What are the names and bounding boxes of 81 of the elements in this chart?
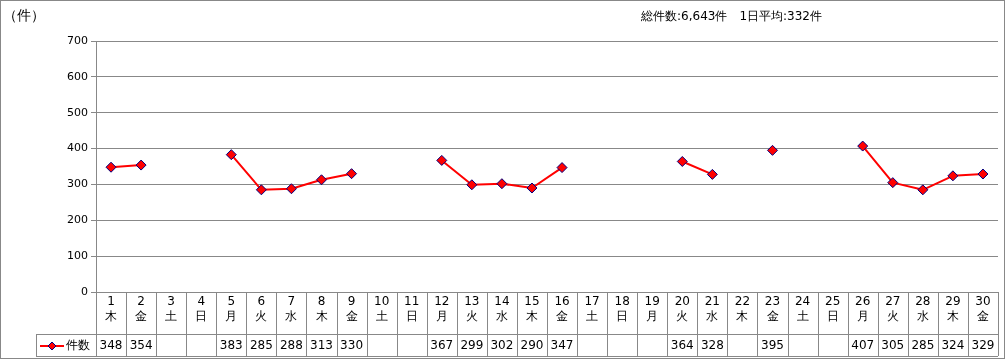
x-tick-label: 27 火 — [885, 294, 901, 323]
point — [255, 184, 267, 196]
data-label: 395 — [761, 338, 784, 353]
data-label: 330 — [340, 338, 364, 353]
x-tick-label: 11 日 — [404, 294, 420, 323]
x-tick-label: 2 金 — [135, 294, 148, 323]
data-label: 329 — [971, 338, 995, 353]
point — [706, 168, 718, 180]
point — [887, 177, 899, 189]
data-label: 383 — [219, 338, 243, 353]
x-tick-label: 19 月 — [644, 294, 660, 323]
x-tick-label: 20 火 — [674, 294, 690, 323]
point — [556, 162, 568, 174]
x-tick-label: 25 日 — [824, 294, 841, 323]
x-tick-label: 23 金 — [764, 294, 781, 323]
x-tick-label: 1 木 — [105, 294, 118, 323]
x-tick-label: 9 金 — [345, 294, 358, 323]
data-label: 324 — [941, 338, 965, 353]
point — [496, 178, 508, 190]
y-tick-label: 300 — [67, 177, 88, 191]
data-label: 347 — [550, 338, 574, 353]
chart-subtitle: 総件数:6,643件 1日平均:332件 — [640, 9, 822, 24]
point — [676, 155, 688, 167]
x-tick-label: 18 日 — [614, 294, 630, 323]
legend-label: 件数 — [66, 338, 90, 353]
data-label: 285 — [911, 338, 935, 353]
data-label: 313 — [310, 338, 333, 353]
x-tick-label: 30 金 — [975, 294, 991, 323]
x-tick-label: 10 土 — [373, 294, 390, 323]
y-tick-label: 700 — [67, 33, 88, 47]
point — [346, 168, 358, 180]
x-tick-label: 28 水 — [915, 294, 931, 323]
point — [135, 159, 147, 171]
data-label: 288 — [279, 338, 303, 353]
x-tick-label: 13 火 — [464, 294, 480, 323]
y-tick-label: 600 — [67, 69, 88, 83]
y-tick-label: 100 — [67, 249, 88, 262]
data-label: 364 — [670, 338, 694, 353]
point — [285, 183, 297, 195]
y-tick-label: 200 — [67, 213, 88, 227]
point — [105, 161, 117, 173]
data-label: 328 — [700, 338, 724, 353]
point — [857, 140, 869, 152]
y-axis-title: （件） — [3, 6, 45, 23]
point — [526, 182, 538, 194]
x-tick-label: 22 木 — [734, 294, 751, 323]
x-tick-label: 29 木 — [945, 294, 961, 323]
x-tick-label: 6 火 — [255, 294, 268, 323]
point — [947, 170, 959, 182]
y-tick-label: 500 — [67, 105, 88, 119]
data-label: 290 — [520, 338, 544, 353]
x-tick-label: 3 土 — [165, 294, 178, 323]
point — [917, 184, 929, 196]
x-tick-label: 24 土 — [794, 294, 811, 323]
x-tick-label: 21 水 — [704, 294, 721, 323]
x-tick-label: 7 水 — [285, 294, 298, 323]
data-label: 299 — [460, 338, 484, 353]
x-tick-label: 4 日 — [195, 294, 208, 323]
point — [767, 144, 778, 156]
data-label: 285 — [249, 338, 273, 353]
x-tick-label: 5 月 — [225, 294, 238, 323]
y-tick-label: 400 — [67, 141, 88, 155]
data-label: 354 — [129, 338, 153, 353]
point — [436, 154, 448, 166]
y-tick-label: 0 — [81, 284, 88, 298]
x-tick-label: 8 木 — [315, 294, 328, 323]
point — [225, 149, 237, 161]
point — [466, 179, 478, 191]
x-tick-label: 26 月 — [855, 294, 871, 323]
data-label: 305 — [881, 338, 905, 353]
x-tick-label: 12 月 — [434, 294, 450, 323]
x-tick-label: 14 水 — [494, 294, 510, 323]
data-label: 302 — [490, 338, 514, 353]
x-tick-label: 16 金 — [554, 294, 570, 323]
data-label: 348 — [99, 338, 123, 353]
data-label: 367 — [430, 338, 454, 353]
x-tick-label: 17 土 — [584, 294, 600, 323]
point — [316, 174, 327, 186]
x-tick-label: 15 木 — [524, 294, 540, 323]
point — [977, 168, 989, 180]
data-label: 407 — [851, 338, 875, 353]
